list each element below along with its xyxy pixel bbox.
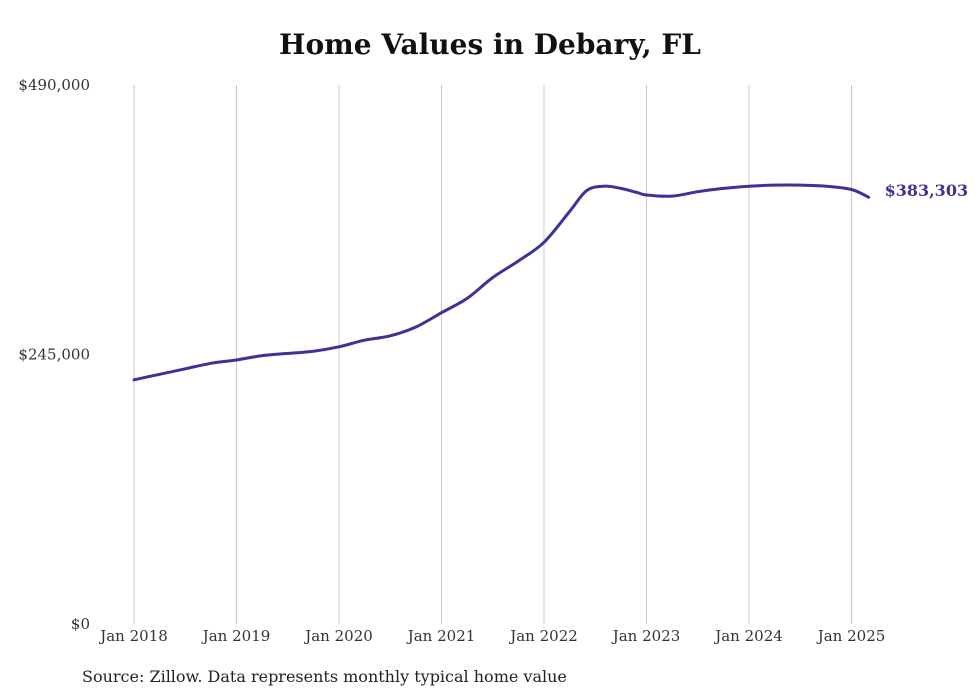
- x-tick-label: Jan 2025: [816, 627, 886, 645]
- grid-lines: [133, 85, 852, 624]
- x-tick-label: Jan 2022: [508, 627, 578, 645]
- chart-title: Home Values in Debary, FL: [279, 28, 701, 61]
- x-tick-label: Jan 2018: [98, 627, 168, 645]
- y-tick-label: $490,000: [18, 76, 90, 94]
- x-tick-label: Jan 2024: [713, 627, 783, 645]
- x-axis-labels: Jan 2018 Jan 2019 Jan 2020 Jan 2021 Jan 2022…: [98, 627, 885, 645]
- x-tick-label: Jan 2019: [201, 627, 271, 645]
- x-tick-label: Jan 2023: [611, 627, 681, 645]
- end-value-label: $383,303: [885, 181, 969, 200]
- source-note: Source: Zillow. Data represents monthly …: [82, 667, 567, 686]
- x-tick-label: Jan 2021: [406, 627, 476, 645]
- x-tick-label: Jan 2020: [303, 627, 373, 645]
- y-tick-label: $245,000: [18, 346, 90, 364]
- series-line: [132, 183, 871, 382]
- series-line-layer: $383,303: [132, 181, 969, 382]
- y-tick-label: $0: [71, 615, 90, 633]
- y-axis-labels: $0 $245,000 $490,000: [18, 76, 90, 633]
